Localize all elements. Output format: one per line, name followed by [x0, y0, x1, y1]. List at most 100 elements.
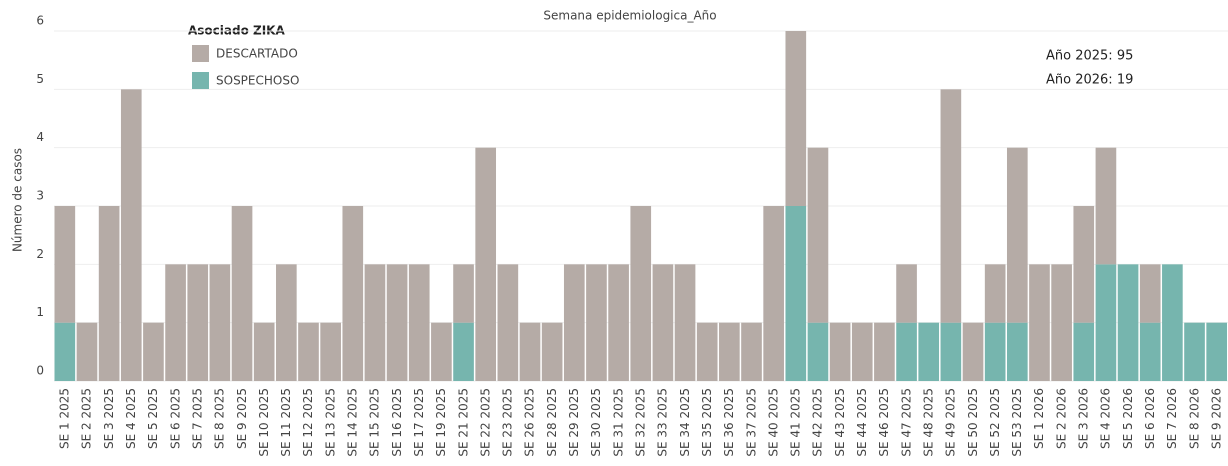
bar-segment [807, 322, 829, 381]
y-tick-label: 5 [36, 72, 44, 86]
bar-segment [785, 206, 807, 381]
x-tick-label: SE 3 2025 [102, 388, 116, 449]
x-tick-label: SE 34 2025 [678, 388, 692, 457]
bar-segment [763, 206, 784, 381]
x-tick-label: SE 5 2025 [146, 388, 160, 449]
bar-segment [165, 264, 186, 381]
bar-segment [120, 89, 142, 381]
bar-segment [1139, 322, 1161, 381]
x-tick-label: SE 42 2025 [811, 388, 825, 457]
x-tick-label: SE 7 2026 [1165, 388, 1179, 449]
bar-segment [984, 264, 1006, 323]
bar-segment [652, 264, 674, 381]
bar-segment [76, 322, 98, 381]
bar-segment [940, 322, 962, 381]
x-tick-label: SE 41 2025 [789, 388, 803, 457]
bar-segment [563, 264, 585, 381]
x-tick-label: SE 23 2025 [501, 388, 515, 457]
y-tick-label: 0 [36, 364, 44, 378]
bar-segment [674, 264, 696, 381]
x-tick-label: SE 2 2025 [80, 388, 94, 449]
bar-segment [918, 322, 940, 381]
bar-segment [1051, 264, 1072, 381]
bar-segment [896, 264, 917, 323]
x-tick-label: SE 19 2025 [434, 388, 448, 457]
x-tick-label: SE 33 2025 [656, 388, 670, 457]
legend-label: DESCARTADO [216, 47, 298, 61]
bar-segment [298, 322, 319, 381]
x-tick-label: SE 43 2025 [833, 388, 847, 457]
x-tick-label: SE 1 2025 [58, 388, 72, 449]
x-tick-label: SE 35 2025 [700, 388, 714, 457]
legend-swatch [192, 45, 209, 62]
bar-segment [276, 264, 297, 381]
x-tick-label: SE 13 2025 [323, 388, 337, 457]
bar-segment [741, 322, 762, 381]
y-axis-label: Número de casos [11, 148, 25, 252]
bar-segment [829, 322, 851, 381]
x-tick-label: SE 44 2025 [855, 388, 869, 457]
bar-segment [608, 264, 629, 381]
bar-segment [1184, 322, 1205, 381]
x-tick-label: SE 30 2025 [589, 388, 603, 457]
bar-segment [320, 322, 341, 381]
bar-segment [209, 264, 231, 381]
x-tick-label: SE 2 2026 [1054, 388, 1068, 449]
legend-label: SOSPECHOSO [216, 74, 299, 88]
x-tick-label: SE 7 2025 [190, 388, 204, 449]
x-tick-label: SE 14 2025 [346, 388, 360, 457]
x-tick-label: SE 9 2026 [1209, 388, 1223, 449]
bar-segment [54, 206, 76, 323]
bar-segment [874, 322, 895, 381]
bar-segment [187, 264, 209, 381]
x-tick-label: SE 40 2025 [766, 388, 780, 457]
bar-segment [1206, 322, 1227, 381]
bar-segment [851, 322, 873, 381]
x-tick-label: SE 47 2025 [899, 388, 913, 457]
x-tick-label: SE 36 2025 [722, 388, 736, 457]
bar-segment [98, 206, 120, 381]
bar-segment [54, 322, 76, 381]
chart-title: Semana epidemiologica_Año [543, 9, 716, 23]
x-tick-label: SE 4 2025 [124, 388, 138, 449]
bar-segment [1029, 264, 1050, 381]
bar-segment [1006, 147, 1028, 323]
bar-segment [453, 322, 474, 381]
bar-segment [143, 322, 164, 381]
bar-segment [696, 322, 718, 381]
bar-segment [962, 322, 984, 381]
x-tick-label: SE 8 2026 [1187, 388, 1201, 449]
x-tick-label: SE 53 2025 [1010, 388, 1024, 457]
bar-segment [719, 322, 740, 381]
x-tick-label: SE 6 2025 [168, 388, 182, 449]
y-tick-label: 3 [36, 189, 44, 203]
x-tick-label: SE 50 2025 [966, 388, 980, 457]
x-tick-label: SE 46 2025 [877, 388, 891, 457]
x-tick-label: SE 8 2025 [213, 388, 227, 449]
x-tick-label: SE 17 2025 [412, 388, 426, 457]
x-tick-label: SE 28 2025 [545, 388, 559, 457]
x-tick-label: SE 5 2026 [1121, 388, 1135, 449]
x-tick-label: SE 48 2025 [921, 388, 935, 457]
bar-segment [785, 31, 807, 206]
bar-segment [497, 264, 519, 381]
y-tick-label: 6 [36, 14, 44, 28]
bar-segment [940, 89, 962, 323]
bar-segment [630, 206, 652, 381]
x-tick-label: SE 52 2025 [988, 388, 1002, 457]
bar-segment [431, 322, 452, 381]
bar-segment [519, 322, 541, 381]
x-tick-label: SE 21 2025 [456, 388, 470, 457]
bar-segment [408, 264, 430, 381]
annotation: Año 2026: 19 [1046, 73, 1133, 88]
x-tick-label: SE 32 2025 [634, 388, 648, 457]
bar-segment [364, 264, 386, 381]
x-tick-label: SE 1 2026 [1032, 388, 1046, 449]
bar-segment [1095, 147, 1117, 265]
x-tick-label: SE 31 2025 [611, 388, 625, 457]
bar-segment [342, 206, 364, 381]
y-tick-label: 2 [36, 247, 44, 261]
x-tick-label: SE 49 2025 [944, 388, 958, 457]
bar-segment [541, 322, 563, 381]
